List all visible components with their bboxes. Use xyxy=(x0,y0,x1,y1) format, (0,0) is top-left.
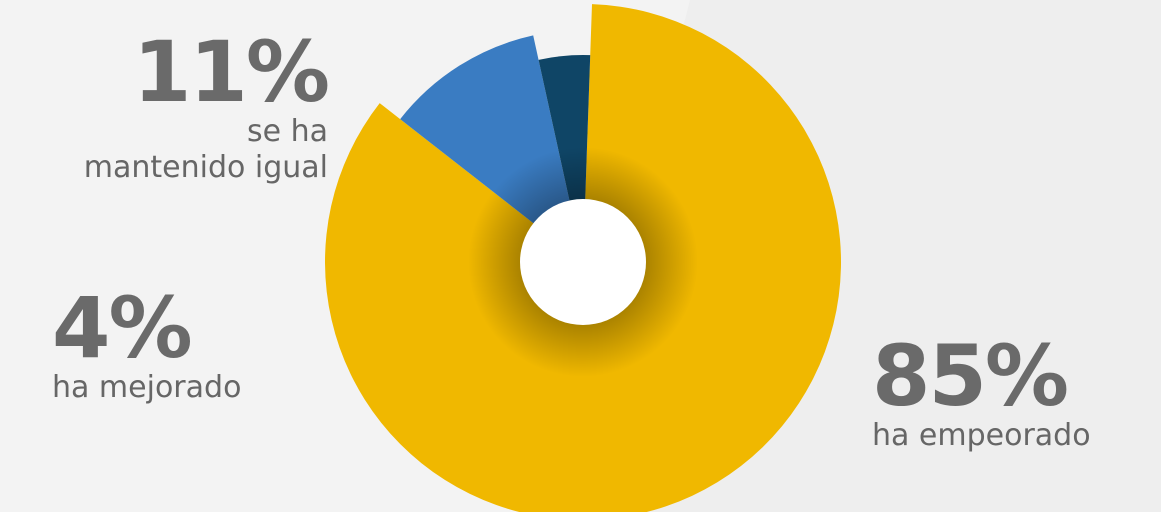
pct-ha-mejorado: 4% xyxy=(52,279,193,377)
label-ha-mejorado: ha mejorado xyxy=(52,370,242,405)
label-ha-empeorado: ha empeorado xyxy=(872,418,1091,453)
label-se-ha: se ha xyxy=(246,114,328,149)
callout-ha-empeorado: 85% ha empeorado xyxy=(872,334,1091,454)
callout-mantenido-igual: 11% se ha mantenido igual xyxy=(83,23,330,186)
slice-ha-empeorado xyxy=(325,4,841,512)
donut-hole xyxy=(520,199,646,325)
label-mantenido-igual: mantenido igual xyxy=(83,150,328,185)
pct-ha-empeorado: 85% xyxy=(872,327,1069,425)
pct-mantenido-igual: 11% xyxy=(132,23,330,121)
callout-ha-mejorado: 4% ha mejorado xyxy=(52,286,241,406)
